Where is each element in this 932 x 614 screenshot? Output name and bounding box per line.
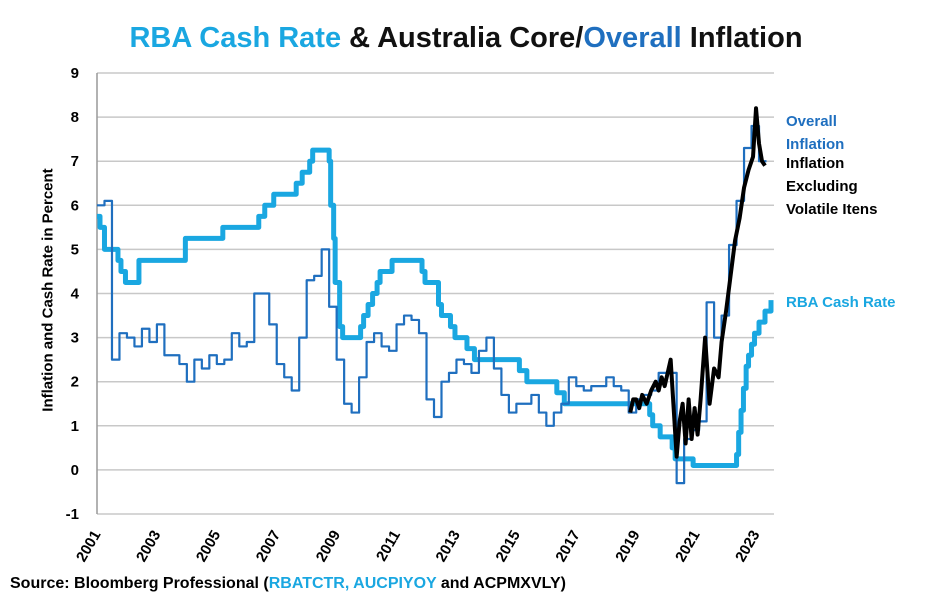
y-tick-label: -1 <box>66 506 79 523</box>
source-prefix: Source: Bloomberg Professional ( <box>10 575 269 592</box>
title-overall: Overall <box>583 22 682 54</box>
source-note: Source: Bloomberg Professional (RBATCTR,… <box>10 575 566 593</box>
title-mid: & Australia Core/ <box>341 22 584 54</box>
x-tick-label: 2023 <box>732 528 763 565</box>
x-tick-label: 2007 <box>253 528 284 565</box>
source-suffix: and ACPMXVLY) <box>436 575 566 592</box>
legend-core-line1: Inflation <box>786 155 845 172</box>
y-tick-label: 2 <box>71 374 79 391</box>
x-tick-label: 2011 <box>373 528 404 565</box>
y-tick-label: 3 <box>71 330 79 347</box>
x-tick-label: 2015 <box>492 528 523 565</box>
chart-title: RBA Cash Rate & Australia Core/Overall I… <box>0 22 932 55</box>
x-tick-label: 2021 <box>672 528 703 565</box>
legend-overall: Overall Inflation <box>786 110 844 156</box>
legend-core: Inflation Excluding Volatile Itens <box>786 152 877 221</box>
y-tick-label: 7 <box>71 153 79 170</box>
y-tick-label: 0 <box>71 462 79 479</box>
legend-core-line2: Excluding <box>786 178 858 195</box>
legend-rba: RBA Cash Rate <box>786 294 896 311</box>
title-end: Inflation <box>681 22 803 54</box>
x-tick-label: 2013 <box>433 528 464 565</box>
x-tick-label: 2009 <box>313 528 344 565</box>
source-codes: RBATCTR, AUCPIYOY <box>268 575 437 592</box>
x-tick-label: 2005 <box>193 528 224 565</box>
legend-overall-line1: Overall <box>786 113 837 130</box>
legend-core-line3: Volatile Itens <box>786 201 878 218</box>
title-rba: RBA Cash Rate <box>129 22 342 54</box>
y-tick-label: 5 <box>71 241 79 258</box>
series-line-rba-cash-rate <box>97 147 774 468</box>
legend-overall-line2: Inflation <box>786 136 845 153</box>
x-tick-label: 2001 <box>73 528 104 565</box>
y-tick-label: 6 <box>71 197 79 214</box>
series-line-inflation-excluding-volatile-itens <box>628 106 767 459</box>
series-line-overall-inflation <box>97 124 767 485</box>
y-tick-label: 1 <box>71 418 79 435</box>
y-tick-label: 4 <box>71 286 80 303</box>
y-tick-label: 8 <box>71 109 79 126</box>
x-tick-label: 2003 <box>133 528 164 565</box>
x-tick-label: 2017 <box>552 528 583 565</box>
y-tick-label: 9 <box>71 65 79 82</box>
x-tick-label: 2019 <box>612 528 643 565</box>
